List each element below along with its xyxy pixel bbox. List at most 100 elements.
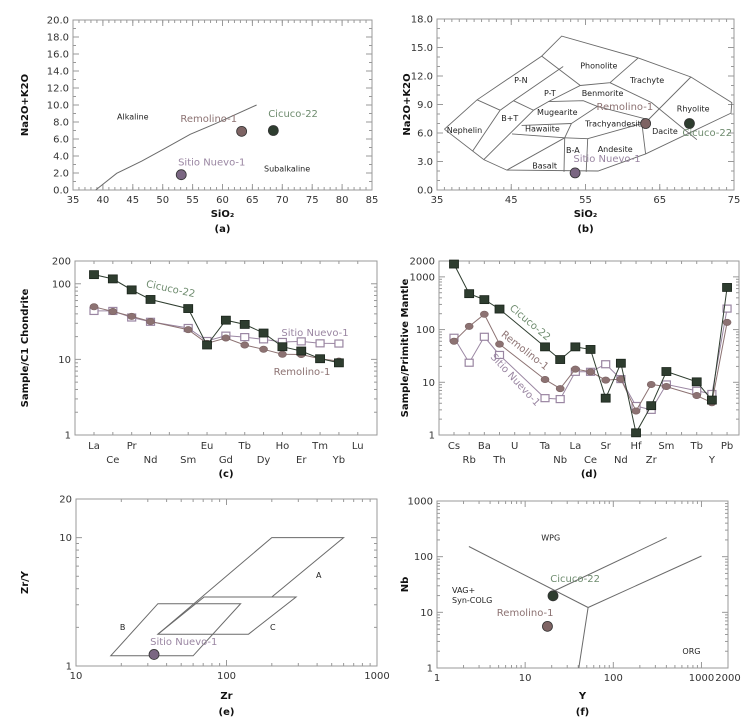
field-label: WPG — [541, 534, 560, 543]
sample-label: Cicuco-22 — [550, 574, 600, 585]
y-tick-label: 10 — [420, 608, 433, 619]
x-category-label: Lu — [352, 441, 364, 452]
tectonic-field-boundary — [468, 546, 589, 608]
field-label: Alkaline — [117, 112, 149, 121]
sample-label: Cicuco-22 — [682, 128, 732, 139]
y-tick-label: 2.0 — [53, 169, 69, 180]
y-tick-label: 1 — [66, 662, 72, 673]
y-tick-label: 18.0 — [411, 15, 433, 26]
x-tick-label: 80 — [336, 195, 349, 206]
y-tick-label: 10 — [59, 533, 72, 544]
y-tick-label: 6.0 — [417, 129, 433, 140]
field-label: ORG — [682, 647, 700, 656]
x-tick-label: 10 — [70, 671, 83, 682]
x-tick-label: 60 — [216, 195, 229, 206]
tectonic-field-boundary — [578, 607, 589, 669]
tas-field-boundary — [609, 82, 698, 141]
y-axis-title: Sample/C1 Chondrite — [20, 288, 31, 407]
field-label: Dacite — [652, 127, 678, 136]
sample-label: Remolino-1 — [597, 102, 654, 113]
data-point-filled-square — [296, 346, 307, 356]
data-point-circle — [692, 392, 702, 400]
y-axis-title: Zr/Y — [20, 570, 31, 594]
data-point-circle — [464, 322, 474, 330]
sample-label: Remolino-1 — [180, 114, 237, 125]
data-point-filled-square — [661, 367, 672, 376]
field-label: Phonolite — [580, 62, 617, 71]
sample-point-b — [640, 118, 652, 129]
field-label: B-A — [566, 146, 580, 155]
x-category-label: Zr — [646, 455, 658, 466]
data-point-filled-square — [277, 342, 288, 352]
data-point-circle — [127, 312, 136, 320]
data-point-circle — [183, 326, 193, 334]
field-label: Mugearite — [537, 108, 578, 117]
x-category-label: Tb — [689, 441, 702, 452]
y-tick-label: 1 — [65, 431, 71, 442]
x-tick-label: 2000 — [715, 673, 740, 684]
x-tick-label: 45 — [126, 195, 139, 206]
tas-field-boundary — [585, 138, 589, 172]
field-label: Subalkaline — [264, 164, 310, 173]
x-category-label: Sm — [658, 441, 674, 452]
y-tick-label: 100 — [416, 325, 435, 336]
tas-field-boundary — [511, 133, 565, 139]
x-axis-title: SiO₂ — [211, 209, 235, 220]
y-tick-label: 100 — [52, 279, 71, 290]
field-label: C — [270, 623, 276, 632]
data-point-filled-square — [258, 328, 269, 338]
data-point-filled-square — [449, 259, 459, 269]
data-point-circle — [601, 376, 611, 384]
x-category-label: Ce — [106, 455, 119, 466]
data-point-filled-square — [220, 315, 231, 325]
data-point-filled-square — [570, 342, 581, 352]
data-point-filled-square — [315, 354, 325, 364]
data-point-circle — [571, 365, 580, 373]
x-tick-label: 70 — [276, 195, 289, 206]
data-point-circle — [662, 383, 671, 391]
y-tick-label: 0.0 — [53, 186, 69, 197]
x-tick-label: 1000 — [689, 673, 714, 684]
data-point-open-square — [494, 350, 505, 360]
data-point-circle — [616, 375, 626, 383]
y-tick-label: 100 — [414, 552, 433, 563]
data-point-filled-square — [722, 283, 732, 292]
x-tick-label: 1 — [434, 673, 440, 684]
field-label: Trachyte — [629, 76, 664, 85]
panel-b: 0.0 3.0 6.0 9.0 12.0 15.0 18.0 35 45 55 65 75 SiO₂ Na… — [402, 15, 740, 236]
y-tick-label: 2000 — [410, 257, 435, 268]
y-tick-label: 9.0 — [417, 100, 433, 111]
y-tick-label: 200 — [52, 257, 71, 268]
data-point-filled-square — [183, 304, 194, 313]
data-point-circle — [631, 407, 641, 415]
y-tick-label: 8.0 — [53, 118, 69, 129]
x-tick-label: 10 — [519, 673, 532, 684]
tas-field-boundary — [506, 137, 565, 171]
data-point-open-square — [722, 304, 732, 313]
data-point-circle — [449, 337, 459, 345]
data-point-circle — [259, 345, 268, 353]
data-point-circle — [722, 318, 732, 326]
data-point-circle — [146, 317, 155, 325]
x-category-label: Nb — [553, 455, 567, 466]
x-category-label: Pr — [127, 441, 138, 452]
y-tick-label: 12.0 — [411, 72, 433, 83]
x-category-label: Nd — [614, 455, 628, 466]
x-tick-label: 35 — [431, 195, 444, 206]
x-category-label: Yb — [332, 455, 345, 466]
x-category-label: Tb — [237, 441, 250, 452]
y-tick-label: 15.0 — [411, 43, 433, 54]
x-category-label: Sm — [180, 455, 196, 466]
sample-label: Sitio Nuevo-1 — [178, 157, 245, 168]
x-tick-label: 100 — [217, 671, 236, 682]
data-point-circle — [586, 368, 595, 376]
sample-point-e — [148, 649, 160, 660]
alkaline-subalkaline-boundary — [95, 104, 257, 191]
y-tick-label: 20.0 — [47, 16, 69, 27]
y-tick-label: 6.0 — [53, 135, 69, 146]
data-point-open-square — [334, 339, 344, 348]
panel-label: (c) — [218, 469, 233, 480]
data-point-filled-square — [555, 355, 566, 364]
x-tick-label: 50 — [156, 195, 169, 206]
